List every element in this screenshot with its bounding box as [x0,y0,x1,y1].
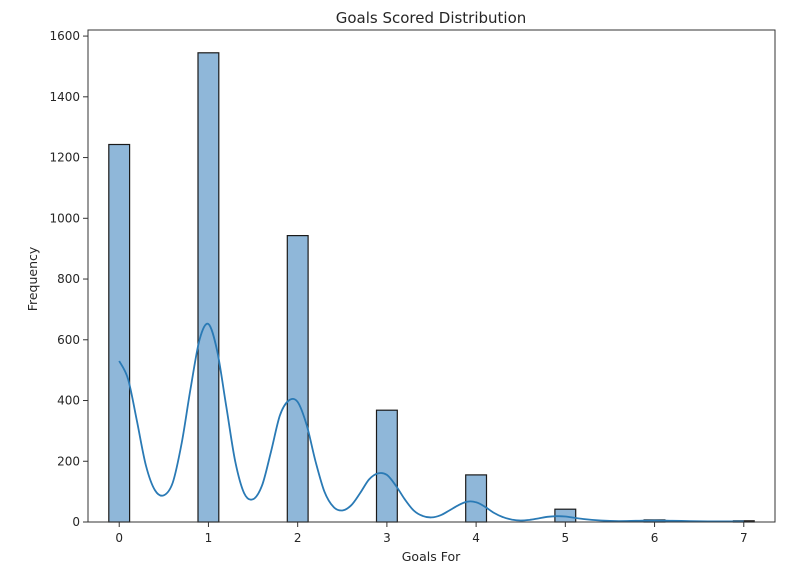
x-axis-ticks: 0 1 2 3 4 5 6 7 [115,522,748,545]
y-tick-label: 1200 [49,151,80,165]
y-axis-ticks: 0 200 400 600 800 1000 1200 1400 1600 [49,29,88,529]
x-tick-label: 0 [115,531,123,545]
y-axis-label: Frequency [25,246,40,311]
x-tick-label: 4 [472,531,480,545]
y-tick-label: 1600 [49,29,80,43]
kde-layer [118,322,744,523]
y-tick-label: 1400 [49,90,80,104]
kde-curve [118,322,744,523]
x-tick-label: 1 [205,531,213,545]
histogram-bar-4 [465,474,488,523]
y-tick-label: 400 [57,394,80,408]
y-tick-label: 0 [72,515,80,529]
y-tick-label: 600 [57,333,80,347]
y-tick-label: 200 [57,454,80,468]
plot-frame [87,29,776,523]
x-tick-label: 2 [294,531,302,545]
x-tick-label: 3 [383,531,391,545]
histogram-bar-2 [286,235,309,523]
x-tick-label: 5 [562,531,570,545]
x-tick-label: 7 [740,531,748,545]
x-tick-label: 6 [651,531,659,545]
chart-title: Goals Scored Distribution [336,9,527,27]
y-tick-label: 800 [57,272,80,286]
histogram-bar-1 [197,52,220,523]
histogram-bar-3 [375,409,398,523]
histogram-bar-0 [108,143,131,523]
bars-layer [108,52,755,523]
x-axis-label: Goals For [402,549,461,564]
y-tick-label: 1000 [49,211,80,225]
